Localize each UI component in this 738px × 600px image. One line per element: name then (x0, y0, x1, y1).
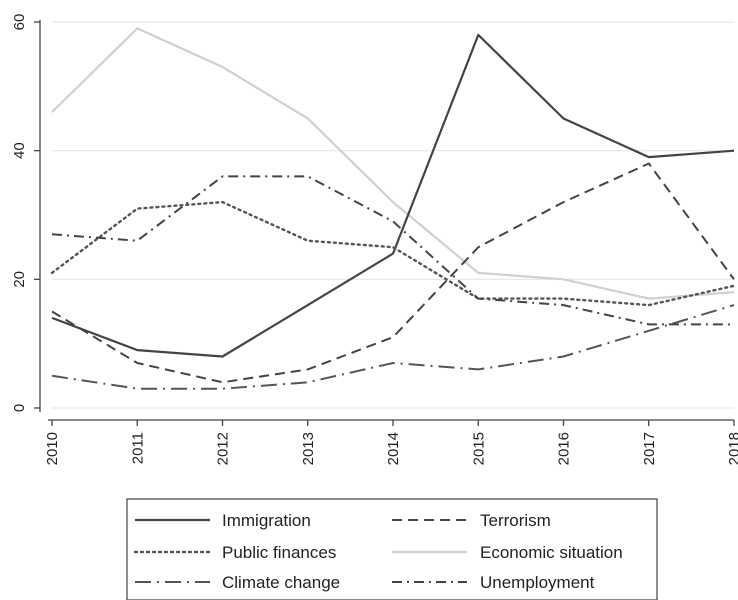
legend-label: Unemployment (480, 573, 595, 592)
legend-label: Public finances (222, 543, 336, 562)
axes: 0 20 40 60 2010 2011 2012 2013 2014 2015 2016 2017 2… (11, 14, 738, 466)
series-lines (50, 27, 736, 390)
y-tick-label: 0 (11, 404, 28, 412)
x-tick-label: 2011 (129, 432, 146, 464)
legend-label: Climate change (222, 573, 340, 592)
series-line-climate-change (51, 304, 735, 390)
series-line-public-finances (50, 200, 736, 307)
legend: Immigration Terrorism Public finances Econo… (126, 498, 658, 600)
x-tick-label: 2013 (300, 432, 317, 465)
series-line-unemployment (51, 175, 734, 326)
legend-box (126, 498, 658, 600)
series-line-immigration (51, 33, 735, 358)
x-tick-label: 2018 (726, 432, 738, 465)
x-tick-label: 2014 (385, 432, 402, 465)
y-tick-label: 60 (11, 14, 28, 31)
legend-label: Immigration (222, 511, 311, 530)
series-line-economic-situation (51, 27, 735, 300)
legend-label: Terrorism (480, 511, 551, 530)
x-tick-label: 2016 (556, 432, 573, 465)
y-tick-label: 20 (11, 271, 28, 288)
x-tick-label: 2015 (470, 432, 487, 465)
legend-label: Economic situation (480, 543, 623, 562)
y-tick-label: 40 (11, 142, 28, 159)
x-tick-label: 2012 (215, 432, 232, 465)
gridlines (52, 21, 734, 409)
x-tick-label: 2010 (44, 432, 61, 465)
series-line-terrorism (51, 162, 735, 384)
x-tick-label: 2017 (641, 432, 658, 465)
